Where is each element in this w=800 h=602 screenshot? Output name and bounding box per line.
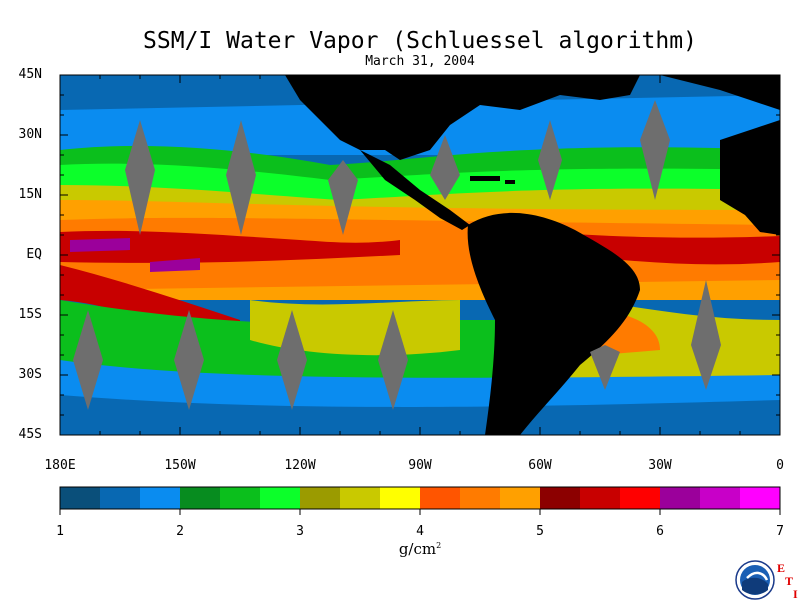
latitude-label: EQ [26,247,42,262]
colorbar-swatch [580,487,621,509]
colorbar-label: 7 [776,524,784,539]
noaa-logo [735,560,775,600]
axis-ticks [59,74,781,436]
longitude-label: 120W [284,458,316,473]
colorbar-swatch [540,487,581,509]
colorbar-swatch [300,487,341,509]
colorbar-swatch [700,487,741,509]
colorbar-swatch [340,487,381,509]
map-field [60,75,780,435]
colorbar-swatch [660,487,701,509]
latitude-label: 30N [18,127,42,142]
colorbar-units: g/cm2 [398,540,442,558]
colorbar-swatch [100,487,141,509]
colorbar-label: 5 [536,524,544,539]
colorbar-swatch [220,487,261,509]
colorbar-swatch [620,487,661,509]
logo-letter-t: T [785,574,794,588]
map-title: SSM/I Water Vapor (Schluessel algorithm) [143,28,697,54]
colorbar-swatch [140,487,181,509]
colorbar-label: 4 [416,524,424,539]
colorbar-swatch [380,487,421,509]
colorbar-label: 1 [56,524,64,539]
longitude-label: 60W [528,458,552,473]
colorbar-swatch [260,487,301,509]
map-date: March 31, 2004 [365,54,475,69]
colorbar-swatch [420,487,461,509]
colorbar-label: 3 [296,524,304,539]
latitude-label: 45N [18,67,42,82]
colorbar-label: 6 [656,524,664,539]
longitude-label: 180E [44,458,76,473]
latitude-label: 30S [18,367,42,382]
colorbar-swatch [60,487,101,509]
latitude-label: 15S [18,307,42,322]
colorbar [59,486,781,515]
longitude-label: 0 [776,458,784,473]
longitude-label: 30W [648,458,672,473]
longitude-label: 150W [164,458,196,473]
colorbar-swatch [740,487,781,509]
colorbar-swatch [180,487,221,509]
colorbar-label: 2 [176,524,184,539]
latitude-label: 15N [18,187,42,202]
colorbar-swatch [500,487,541,509]
longitude-label: 90W [408,458,432,473]
latitude-label: 45S [18,427,42,442]
colorbar-swatch [460,487,501,509]
logo-letter-i: I [793,587,798,601]
logo-letter-e: E [777,561,786,575]
